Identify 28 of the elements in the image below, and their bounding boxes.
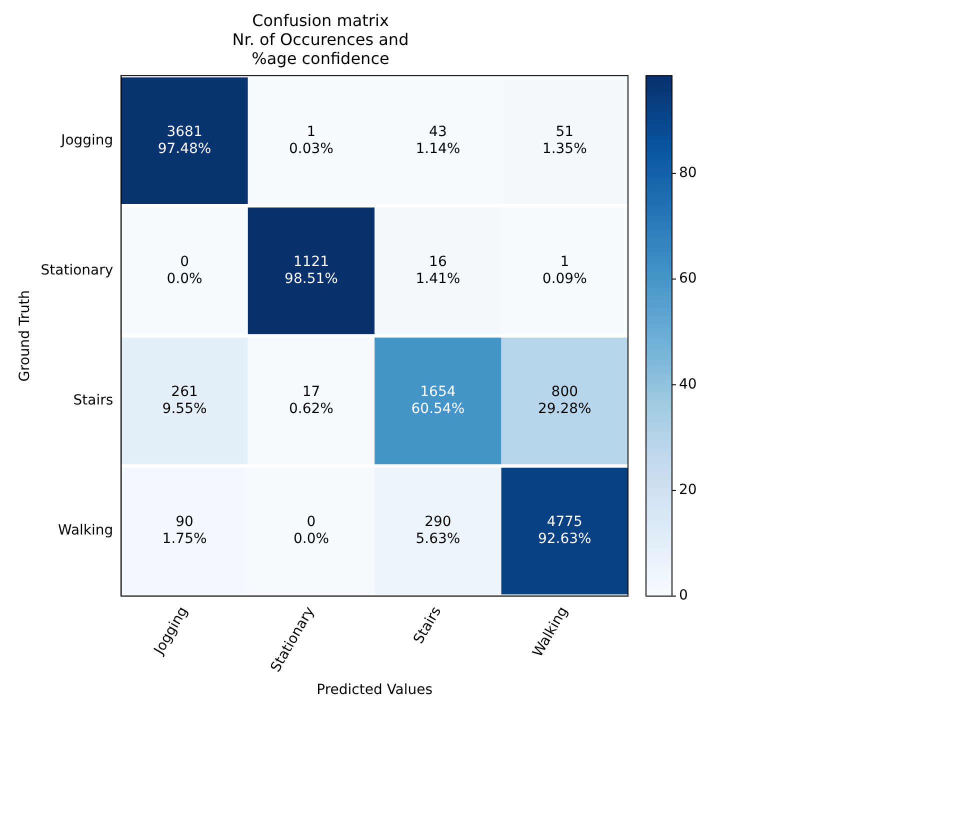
data-label: 1 0.03% (289, 124, 334, 157)
data-label: 0 0.0% (293, 514, 330, 548)
y-tick-label: Jogging (60, 132, 114, 148)
data-label: 3681 97.48% (158, 124, 212, 157)
color-bar-label: 40 (679, 376, 697, 392)
y-axis-title: Ground Truth (17, 290, 34, 382)
data-label: 261 9.55% (162, 384, 207, 418)
data-label: 1121 98.51% (284, 254, 338, 287)
chart-title: Confusion matrix Nr. of Occurences and %age confidence (232, 10, 409, 68)
data-label: 51 1.35% (542, 124, 587, 157)
data-label: 90 1.75% (162, 514, 207, 548)
data-label: 800 29.28% (538, 384, 592, 418)
y-tick-label: Stairs (73, 392, 114, 409)
data-label: 0 0.0% (166, 254, 202, 287)
data-label: 4775 92.63% (538, 514, 592, 548)
color-bar-label: 20 (679, 482, 697, 498)
data-label: 1 0.09% (542, 254, 587, 287)
y-tick-label: Stationary (40, 262, 114, 278)
y-tick-label: Walking (58, 522, 114, 539)
color-bar-label: 60 (679, 270, 697, 287)
data-label: 1654 60.54% (411, 384, 465, 418)
color-bar-label: 0 (679, 588, 688, 604)
color-bar-label: 80 (679, 165, 697, 182)
data-label: 43 1.14% (416, 124, 460, 157)
data-label: 17 0.62% (289, 384, 334, 418)
data-label: 16 1.41% (416, 254, 460, 287)
x-axis-title: Predicted Values (316, 682, 433, 698)
data-label: 290 5.63% (416, 514, 460, 548)
